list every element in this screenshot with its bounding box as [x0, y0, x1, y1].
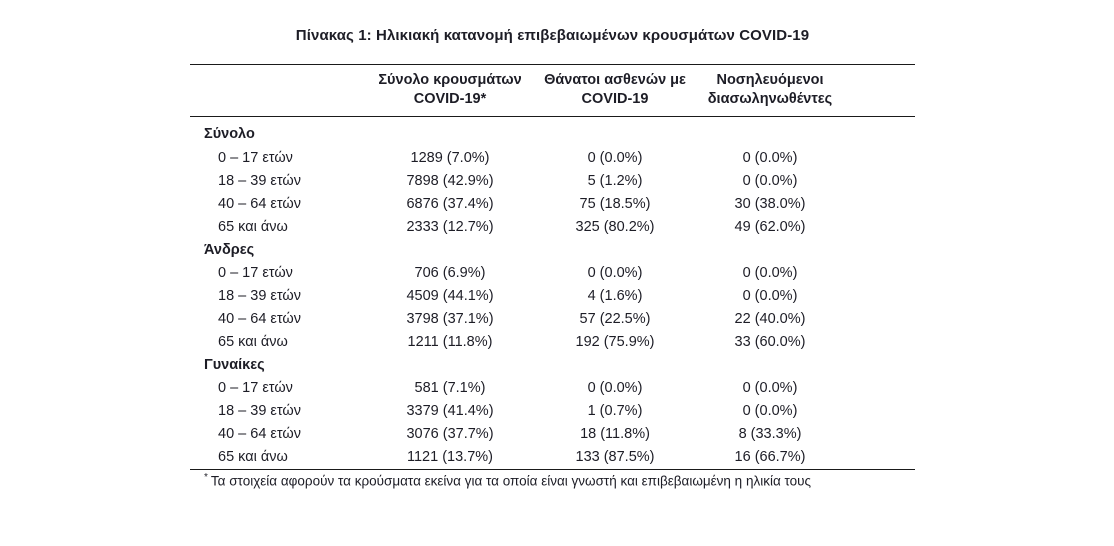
age-group-label: 65 και άνω — [218, 219, 288, 235]
intubated-value-cell: 30 (38.0%) — [734, 196, 806, 212]
column-header-intubated: Νοσηλευόμενοι διασωληνωθέντες — [690, 64, 850, 117]
cases-value-cell: 706 (6.9%) — [414, 265, 486, 281]
cases-value-cell: 1211 (11.8%) — [407, 334, 493, 350]
filler-cell — [850, 400, 915, 423]
filler-cell — [850, 262, 915, 285]
age-group-label: 40 – 64 ετών — [218, 311, 301, 327]
table-header: Σύνολο κρουσμάτων COVID-19* Θάνατοι ασθε… — [190, 64, 915, 117]
filler-cell — [850, 377, 915, 400]
table-row: 40 – 64 ετών 3798 (37.1%) 57 (22.5%) 22 (40… — [190, 308, 915, 331]
deaths-value-cell: 0 (0.0%) — [587, 150, 643, 166]
age-group-label: 18 – 39 ετών — [218, 288, 301, 304]
deaths-value-cell: 133 (87.5%) — [575, 449, 655, 465]
table-row: 40 – 64 ετών 6876 (37.4%) 75 (18.5%) 30 (38… — [190, 193, 915, 216]
table-row: 65 και άνω 1211 (11.8%) 192 (75.9%) 33 (60.… — [190, 331, 915, 354]
deaths-value-cell: 4 (1.6%) — [587, 288, 643, 304]
intubated-value-cell: 22 (40.0%) — [734, 311, 806, 327]
section-header-row: Σύνολο — [190, 117, 915, 148]
age-group-label: 40 – 64 ετών — [218, 426, 301, 442]
table-row: 0 – 17 ετών 1289 (7.0%) 0 (0.0%) 0 (0.0%) — [190, 147, 915, 170]
age-group-label: 65 και άνω — [218, 334, 288, 350]
age-group-label: 65 και άνω — [218, 449, 288, 465]
covid-age-distribution-table: Σύνολο κρουσμάτων COVID-19* Θάνατοι ασθε… — [190, 64, 915, 470]
table-body: Σύνολο 0 – 17 ετών 1289 (7.0%) 0 (0.0%) 0 (0… — [190, 117, 915, 470]
filler-cell — [850, 423, 915, 446]
cases-value-cell: 3798 (37.1%) — [406, 311, 494, 327]
age-group-label: 0 – 17 ετών — [218, 380, 293, 396]
cases-value-cell: 3379 (41.4%) — [406, 403, 494, 419]
column-header-intubated-line1: Νοσηλευόμενοι — [716, 72, 824, 88]
intubated-value-cell: 16 (66.7%) — [734, 449, 806, 465]
cases-value-cell: 1289 (7.0%) — [410, 150, 490, 166]
intubated-value-cell: 0 (0.0%) — [742, 403, 798, 419]
table-row: 18 – 39 ετών 4509 (44.1%) 4 (1.6%) 0 (0.0%) — [190, 285, 915, 308]
header-row: Σύνολο κρουσμάτων COVID-19* Θάνατοι ασθε… — [190, 64, 915, 117]
age-group-label: 18 – 39 ετών — [218, 173, 301, 189]
deaths-value-cell: 0 (0.0%) — [587, 265, 643, 281]
deaths-value-cell: 5 (1.2%) — [587, 173, 643, 189]
intubated-value-cell: 33 (60.0%) — [734, 334, 806, 350]
deaths-value-cell: 18 (11.8%) — [580, 426, 650, 442]
deaths-value-cell: 57 (22.5%) — [579, 311, 651, 327]
column-header-deaths-line1: Θάνατοι ασθενών με — [544, 72, 686, 88]
table-row: 65 και άνω 2333 (12.7%) 325 (80.2%) 49 (62.… — [190, 216, 915, 239]
cases-value-cell: 4509 (44.1%) — [406, 288, 494, 304]
table-title: Πίνακας 1: Ηλικιακή κατανομή επιβεβαιωμέ… — [295, 27, 810, 44]
cases-value-cell: 581 (7.1%) — [414, 380, 486, 396]
filler-cell — [850, 285, 915, 308]
column-header-cases: Σύνολο κρουσμάτων COVID-19* — [360, 64, 540, 117]
cases-value-cell: 2333 (12.7%) — [406, 219, 494, 235]
intubated-value-cell: 0 (0.0%) — [742, 288, 798, 304]
age-group-label: 0 – 17 ετών — [218, 150, 293, 166]
deaths-value-cell: 1 (0.7%) — [587, 403, 643, 419]
cases-value-cell: 6876 (37.4%) — [406, 196, 494, 212]
footnote-text: Τα στοιχεία αφορούν τα κρούσματα εκείνα … — [210, 473, 812, 489]
table-row: 0 – 17 ετών 581 (7.1%) 0 (0.0%) 0 (0.0%) — [190, 377, 915, 400]
cases-value-cell: 3076 (37.7%) — [406, 426, 494, 442]
filler-column-header — [850, 64, 915, 117]
section-header-row: Γυναίκες — [190, 354, 915, 377]
filler-cell — [850, 308, 915, 331]
section-label: Σύνολο — [204, 125, 255, 142]
filler-cell — [850, 331, 915, 354]
cases-value-cell: 1121 (13.7%) — [407, 449, 493, 465]
filler-cell — [850, 216, 915, 239]
section-label: Άνδρες — [204, 242, 255, 258]
filler-cell — [850, 170, 915, 193]
deaths-value-cell: 325 (80.2%) — [575, 219, 655, 235]
table-row: 65 και άνω 1121 (13.7%) 133 (87.5%) 16 (66.… — [190, 446, 915, 470]
intubated-value-cell: 0 (0.0%) — [742, 150, 798, 166]
column-header-intubated-line2: διασωληνωθέντες — [707, 91, 833, 107]
age-group-label: 18 – 39 ετών — [218, 403, 301, 419]
section-label: Γυναίκες — [204, 357, 265, 373]
table-footnote: * Τα στοιχεία αφορούν τα κρούσματα εκείνα… — [190, 469, 915, 491]
deaths-value-cell: 192 (75.9%) — [575, 334, 655, 350]
row-label-column-header — [190, 64, 360, 117]
table-row: 0 – 17 ετών 706 (6.9%) 0 (0.0%) 0 (0.0%) — [190, 262, 915, 285]
filler-cell — [850, 193, 915, 216]
cases-value-cell: 7898 (42.9%) — [406, 173, 494, 189]
column-header-deaths-line2: COVID-19 — [581, 91, 649, 107]
filler-cell — [850, 147, 915, 170]
deaths-value-cell: 75 (18.5%) — [579, 196, 651, 212]
section-header-row: Άνδρες — [190, 239, 915, 262]
footnote-marker: * — [204, 472, 208, 483]
filler-cell — [850, 446, 915, 470]
column-header-cases-line1: Σύνολο κρουσμάτων — [378, 72, 522, 88]
intubated-value-cell: 49 (62.0%) — [734, 219, 806, 235]
column-header-cases-line2: COVID-19* — [413, 91, 487, 107]
table-row: 40 – 64 ετών 3076 (37.7%) 18 (11.8%) 8 (33.… — [190, 423, 915, 446]
age-group-label: 40 – 64 ετών — [218, 196, 301, 212]
intubated-value-cell: 0 (0.0%) — [742, 265, 798, 281]
intubated-value-cell: 8 (33.3%) — [738, 426, 802, 442]
age-group-label: 0 – 17 ετών — [218, 265, 293, 281]
intubated-value-cell: 0 (0.0%) — [742, 380, 798, 396]
deaths-value-cell: 0 (0.0%) — [587, 380, 643, 396]
table-row: 18 – 39 ετών 7898 (42.9%) 5 (1.2%) 0 (0.0%) — [190, 170, 915, 193]
column-header-deaths: Θάνατοι ασθενών με COVID-19 — [540, 64, 690, 117]
intubated-value-cell: 0 (0.0%) — [742, 173, 798, 189]
table-row: 18 – 39 ετών 3379 (41.4%) 1 (0.7%) 0 (0.0%) — [190, 400, 915, 423]
